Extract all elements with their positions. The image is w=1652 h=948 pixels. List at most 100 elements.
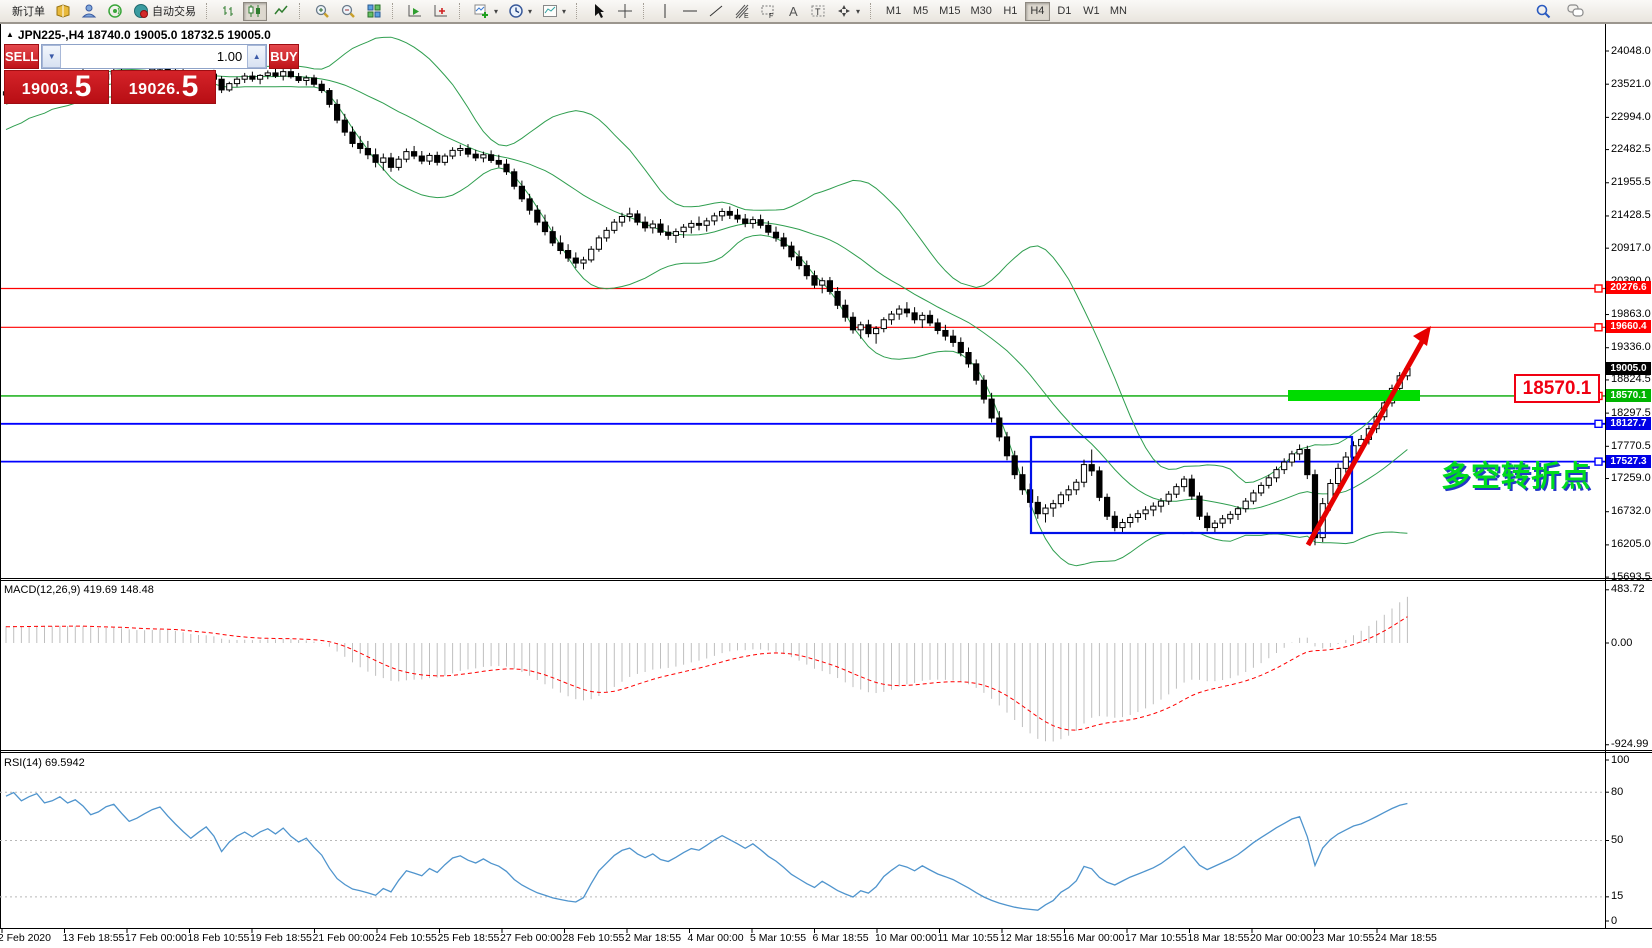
candle-body <box>965 352 972 365</box>
add-indicator-button[interactable]: ▾ <box>470 2 502 21</box>
candle-body <box>326 90 333 105</box>
level-line-handle[interactable] <box>1594 284 1603 293</box>
trend-arrow-head[interactable] <box>1413 326 1431 346</box>
candle-body <box>241 75 248 80</box>
turning-point-annotation[interactable]: 多空转折点 <box>1441 461 1592 493</box>
toolbar-separator <box>643 3 648 19</box>
periods-button[interactable]: ▾ <box>504 2 536 21</box>
candle-body <box>280 71 287 77</box>
bollinger-middle-band <box>5 75 1408 510</box>
candle-body <box>1296 448 1303 455</box>
candle-body <box>1311 474 1319 539</box>
vertical-line-button[interactable] <box>654 2 676 21</box>
collapse-arrow-icon[interactable]: ▲ <box>6 30 14 39</box>
toolbar: 新订单 自动交易 ▾ ▾ ▾ E F <box>0 0 1652 23</box>
chart-candles-icon <box>247 3 263 19</box>
candle-body <box>1219 518 1226 524</box>
candle-body <box>1234 508 1242 515</box>
trendline-button[interactable] <box>704 2 728 21</box>
level-line-handle[interactable] <box>1594 419 1603 429</box>
volume-input[interactable] <box>61 45 248 68</box>
timeframe-button-m1[interactable]: M1 <box>881 2 906 21</box>
timeframe-button-w1[interactable]: W1 <box>1079 2 1104 21</box>
tile-windows-button[interactable] <box>362 2 386 21</box>
level-line-handle[interactable] <box>1594 323 1603 332</box>
buy-button[interactable]: BUY <box>269 44 299 69</box>
autotrading-button[interactable]: 自动交易 <box>129 2 200 21</box>
chat-button[interactable] <box>1563 2 1589 21</box>
svg-text:F: F <box>769 13 773 19</box>
macd-label: MACD(12,26,9) 419.69 148.48 <box>4 584 154 596</box>
sell-price-box[interactable]: 19003. 5 <box>4 70 109 104</box>
arrows-button[interactable]: ▾ <box>832 2 864 21</box>
trend-arrow[interactable] <box>1305 338 1426 547</box>
candle-body <box>1211 522 1219 529</box>
candle-body <box>1342 456 1349 469</box>
search-icon <box>1535 3 1551 19</box>
timeframe-button-d1[interactable]: D1 <box>1052 2 1077 21</box>
order-book-button[interactable] <box>51 2 75 21</box>
fibonacci-button[interactable]: E <box>730 2 754 21</box>
text-button[interactable]: A <box>782 2 804 21</box>
candle-body <box>287 71 294 78</box>
cursor-button[interactable] <box>587 2 611 21</box>
signals-button[interactable] <box>103 2 127 21</box>
autotrading-icon <box>133 3 149 19</box>
candle-body <box>834 290 841 306</box>
horizontal-line-button[interactable] <box>678 2 702 21</box>
candle-body <box>950 335 957 343</box>
support-highlight-bar[interactable] <box>1288 390 1420 401</box>
channel-button[interactable]: F <box>756 2 780 21</box>
chart-candles-button[interactable] <box>243 1 267 21</box>
zoom-in-button[interactable] <box>310 2 334 21</box>
candle-body <box>772 231 780 239</box>
candle-body <box>1265 477 1272 486</box>
candle-body <box>873 328 880 335</box>
candle-body <box>357 142 364 149</box>
candle-body <box>495 159 502 165</box>
dropdown-caret: ▾ <box>856 6 861 16</box>
level-line-handle[interactable] <box>1594 457 1603 466</box>
candle-body <box>1119 522 1126 529</box>
candle-body <box>426 154 433 162</box>
text-label-button[interactable]: T <box>806 2 830 21</box>
chart-line-button[interactable] <box>269 2 293 21</box>
candle-body <box>1057 494 1065 505</box>
candle-body <box>611 221 618 231</box>
timeframe-button-h1[interactable]: H1 <box>998 2 1023 21</box>
volume-increase-button[interactable]: ▲ <box>247 45 267 68</box>
templates-button[interactable]: ▾ <box>538 2 570 21</box>
zoom-out-button[interactable] <box>336 2 360 21</box>
candle-body <box>541 221 549 233</box>
timeframe-button-m15[interactable]: M15 <box>935 2 964 21</box>
candle-body <box>934 322 941 331</box>
bollinger-upper-band <box>5 36 1408 484</box>
timeframe-button-m30[interactable]: M30 <box>966 2 995 21</box>
consolidation-box[interactable] <box>1029 435 1354 535</box>
volume-decrease-button[interactable]: ▼ <box>42 45 62 68</box>
timeframe-button-mn[interactable]: MN <box>1106 2 1131 21</box>
candle-body <box>1204 515 1211 529</box>
toolbar-separator <box>299 3 304 19</box>
auto-scroll-button[interactable] <box>403 2 427 21</box>
search-button[interactable] <box>1531 2 1555 21</box>
candle-body <box>334 103 341 121</box>
candle-body <box>526 198 533 211</box>
chart-bars-button[interactable] <box>217 2 241 21</box>
sell-button[interactable]: SELL <box>4 44 40 69</box>
timeframe-button-m5[interactable]: M5 <box>908 2 933 21</box>
crosshair-button[interactable] <box>613 2 637 21</box>
candle-body <box>865 324 872 335</box>
timeframe-button-h4[interactable]: H4 <box>1024 1 1050 21</box>
toolbar-separator <box>459 3 464 19</box>
new-order-button[interactable]: 新订单 <box>8 2 49 21</box>
candle-body <box>695 222 703 226</box>
svg-text:T: T <box>815 7 821 17</box>
expert-advisors-button[interactable] <box>77 2 101 21</box>
candle-body <box>511 171 518 187</box>
level-callout-label[interactable]: 18570.1 <box>1514 374 1600 403</box>
chart-shift-button[interactable] <box>429 2 453 21</box>
buy-price-box[interactable]: 19026. 5 <box>111 70 216 104</box>
candle-body <box>757 219 764 226</box>
